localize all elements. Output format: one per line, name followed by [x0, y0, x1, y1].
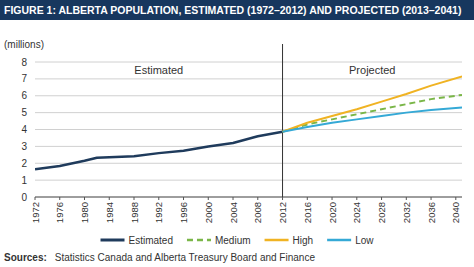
x-tick-label: 2036: [426, 202, 437, 223]
y-tick-label: 6: [21, 90, 27, 101]
x-tick-label: 1988: [129, 202, 140, 223]
x-tick-label: 1984: [104, 202, 115, 223]
legend-swatch: [327, 239, 351, 242]
x-tick: [59, 197, 60, 200]
x-tick-label: 1976: [54, 202, 65, 223]
x-tick: [35, 197, 36, 200]
x-tick: [332, 197, 333, 200]
chart: FIGURE 1: ALBERTA POPULATION, ESTIMATED …: [0, 0, 474, 267]
source-label: Sources:: [4, 252, 47, 263]
legend-label: High: [293, 235, 314, 246]
y-axis-label: (millions): [4, 39, 44, 50]
x-tick: [406, 197, 407, 200]
grid-line: [35, 78, 462, 79]
legend-swatch: [265, 239, 289, 242]
x-tick-label: 2020: [327, 202, 338, 223]
x-tick: [233, 197, 234, 200]
series-line: [283, 76, 462, 131]
x-axis: [35, 197, 462, 198]
x-tick-label: 1980: [79, 202, 90, 223]
legend-label: Estimated: [129, 235, 173, 246]
x-tick-label: 2032: [401, 202, 412, 223]
x-tick-label: 2004: [228, 202, 239, 223]
series-line: [35, 132, 283, 169]
x-tick: [257, 197, 258, 200]
x-tick: [84, 197, 85, 200]
x-tick-label: 2012: [277, 202, 288, 223]
x-tick-label: 2024: [351, 202, 362, 223]
y-tick-label: 7: [21, 73, 27, 84]
legend-label: Low: [355, 235, 374, 246]
x-tick: [307, 197, 308, 200]
grid-line: [35, 62, 462, 63]
x-tick-label: 2000: [203, 202, 214, 223]
x-tick-label: 2008: [252, 202, 263, 223]
grid-line: [35, 146, 462, 147]
x-tick: [183, 197, 184, 200]
x-tick-label: 1996: [178, 202, 189, 223]
grid-line: [35, 180, 462, 181]
x-tick-label: 2028: [376, 202, 387, 223]
series-line: [283, 108, 462, 132]
legend: Estimated Medium High Low: [101, 235, 375, 246]
annotation: Estimated: [134, 64, 183, 76]
x-tick: [134, 197, 135, 200]
series-line: [283, 95, 462, 132]
x-tick-label: 2016: [302, 202, 313, 223]
x-tick: [109, 197, 110, 200]
grid-line: [35, 129, 462, 130]
grid-line: [35, 163, 462, 164]
legend-label: Medium: [215, 235, 251, 246]
y-tick-label: 4: [21, 124, 27, 135]
legend-swatch: [187, 239, 211, 242]
x-tick: [158, 197, 159, 200]
divider: [282, 44, 283, 197]
y-tick-label: 3: [21, 141, 27, 152]
title-bar: [0, 0, 474, 20]
y-tick-label: 5: [21, 107, 27, 118]
legend-swatch: [101, 239, 125, 242]
x-tick: [282, 197, 283, 200]
y-tick-label: 2: [21, 158, 27, 169]
x-tick-label: 2040: [450, 202, 461, 223]
x-tick: [208, 197, 209, 200]
x-tick: [356, 197, 357, 200]
y-tick-label: 0: [21, 192, 27, 203]
y-tick-label: 8: [21, 57, 27, 68]
y-tick-label: 1: [21, 175, 27, 186]
annotation: Projected: [349, 64, 395, 76]
title: FIGURE 1: ALBERTA POPULATION, ESTIMATED …: [4, 4, 461, 16]
plot-area: [35, 76, 462, 169]
grid-line: [35, 197, 462, 198]
x-tick: [431, 197, 432, 200]
source: Statistics Canada and Alberta Treasury B…: [55, 252, 316, 263]
x-tick-label: 1992: [153, 202, 164, 223]
x-tick-label: 1972: [30, 202, 41, 223]
x-tick: [455, 197, 456, 200]
x-tick: [381, 197, 382, 200]
